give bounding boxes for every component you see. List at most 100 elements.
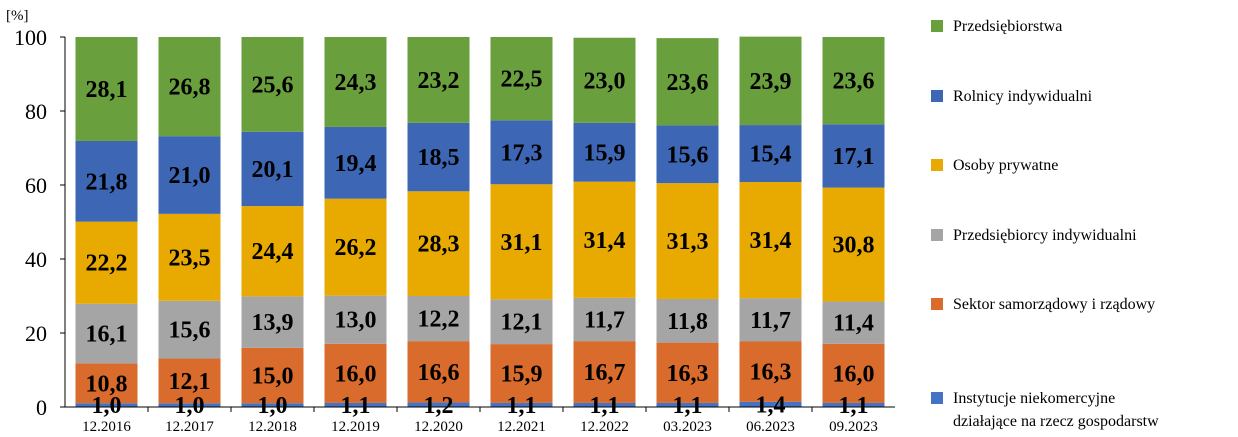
bar-segment (656, 342, 719, 403)
x-tick-label: 12.2018 (248, 419, 297, 435)
bar-segment (324, 198, 387, 296)
legend-swatch (931, 392, 943, 404)
bar-segment (75, 37, 138, 141)
data-label: 26,8 (169, 75, 211, 101)
data-label-layer: 1,010,816,122,221,828,11,012,115,623,521… (86, 67, 875, 420)
data-label: 11,7 (750, 308, 791, 334)
data-label: 26,2 (335, 235, 377, 261)
data-label: 15,9 (501, 362, 543, 388)
bar-segment (739, 298, 802, 342)
data-label: 22,2 (86, 251, 128, 277)
data-label: 16,1 (86, 322, 128, 348)
bar-segment (490, 299, 553, 345)
data-label: 13,0 (335, 308, 377, 334)
bar-segment (822, 343, 885, 403)
data-label: 15,6 (667, 142, 709, 168)
bar-segment (739, 125, 802, 183)
bar-segment (75, 363, 138, 404)
bar-segment (241, 131, 304, 207)
bar-segment (407, 296, 470, 342)
bar-segment (324, 37, 387, 127)
data-label: 1,1 (507, 393, 537, 419)
data-label: 18,5 (418, 145, 460, 171)
bar-segment (241, 206, 304, 297)
data-label: 15,6 (169, 318, 211, 344)
x-tick-labels: 12.2016 12.2017 12.2018 12.2019 12.2020 12.20… (82, 407, 878, 435)
bar-segment (241, 37, 304, 132)
bar-segment (158, 37, 221, 137)
bar-segment (407, 122, 470, 192)
y-tick-labels: 0 20 40 60 80 100 (14, 25, 65, 420)
data-label: 11,4 (833, 311, 874, 337)
bar-segment (407, 37, 470, 123)
bar-segment (739, 182, 802, 299)
bar-segment (75, 221, 138, 304)
legend-label: Przedsiębiorcy indywidualni (953, 227, 1137, 244)
bar-segment (490, 344, 553, 403)
bar-segment (75, 403, 138, 407)
bar-segment (739, 341, 802, 402)
bar-segment (158, 213, 221, 301)
bar-segment (573, 402, 636, 407)
data-label: 1,2 (424, 393, 454, 419)
data-label: 1,0 (175, 393, 205, 419)
data-label: 12,1 (501, 310, 543, 336)
bar-segment (822, 402, 885, 407)
bar-segment (407, 341, 470, 403)
x-tick-label: 12.2016 (82, 419, 131, 435)
data-label: 23,6 (667, 70, 709, 96)
data-label: 31,4 (750, 228, 792, 254)
legend-item: Sektor samorządowy i rządowy (931, 296, 1155, 313)
data-label: 31,3 (667, 229, 709, 255)
bar-segment (822, 124, 885, 188)
data-label: 23,9 (750, 69, 792, 95)
y-tick-label: 40 (25, 247, 47, 272)
legend-label-line: działające na rzecz gospodarstw (953, 413, 1159, 430)
data-label: 20,1 (252, 157, 294, 183)
data-label: 24,3 (335, 70, 377, 96)
legend-label: Sektor samorządowy i rządowy (953, 296, 1155, 313)
data-label: 11,8 (667, 309, 708, 335)
bar-segment (324, 126, 387, 199)
legend-swatch (931, 159, 943, 171)
bar-segment (241, 403, 304, 407)
bar-segment (75, 140, 138, 222)
legend-item: Przedsiębiorcy indywidualni (931, 227, 1137, 244)
bar-segment (75, 303, 138, 364)
bar-segment (656, 125, 719, 184)
x-tick-label: 12.2019 (331, 419, 380, 435)
bar-segment (241, 296, 304, 348)
legend-label-line: Przedsiębiorcy indywidualni (953, 227, 1137, 244)
data-label: 19,4 (335, 151, 377, 177)
bar-segment (656, 183, 719, 299)
data-label: 16,6 (418, 360, 460, 386)
x-tick-label: 12.2022 (580, 419, 629, 435)
legend-item: Instytucje niekomercyjne działające na rz… (931, 390, 1159, 437)
bar-segment (158, 136, 221, 214)
bar-segment (407, 402, 470, 407)
data-label: 28,1 (86, 77, 128, 103)
y-tick-label: 80 (25, 99, 47, 124)
legend-label: Przedsiębiorstwa (953, 18, 1062, 35)
data-label: 11,7 (584, 307, 625, 333)
bar-segment (490, 402, 553, 407)
data-label: 16,3 (667, 361, 709, 387)
data-label: 17,1 (833, 144, 875, 170)
bar-segment (739, 36, 802, 126)
bar-segment (822, 301, 885, 344)
data-label: 17,3 (501, 140, 543, 166)
legend-label: Osoby prywatne (953, 157, 1058, 174)
legend-item: Osoby prywatne (931, 157, 1058, 174)
legend-label: Rolnicy indywidualni (953, 88, 1093, 105)
x-tick-label: 12.2021 (497, 419, 546, 435)
bar-segment (573, 341, 636, 403)
y-axis-unit-label: [%] (6, 8, 29, 24)
bar-segment (490, 184, 553, 300)
y-tick-label: 0 (36, 395, 47, 420)
data-label: 30,8 (833, 233, 875, 259)
data-label: 16,3 (750, 360, 792, 386)
data-label: 25,6 (252, 72, 294, 98)
bar-segment (490, 120, 553, 185)
data-label: 28,3 (418, 232, 460, 258)
data-label: 10,8 (86, 371, 128, 397)
